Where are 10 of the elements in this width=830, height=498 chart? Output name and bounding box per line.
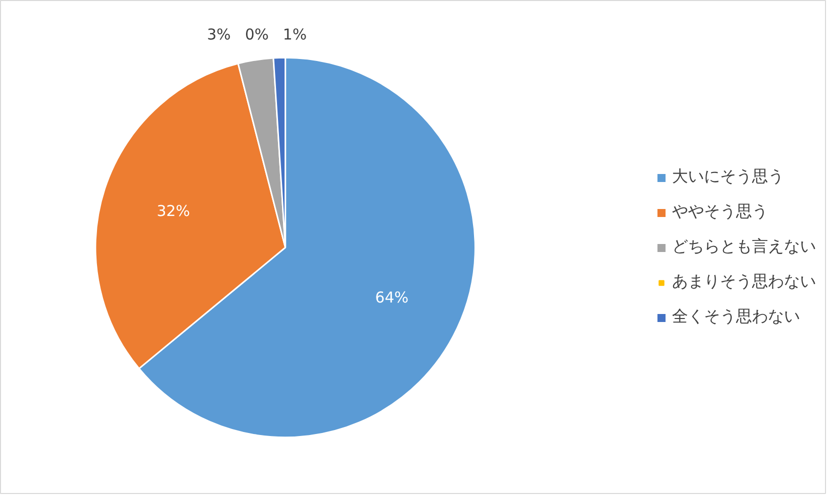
text: 0%: [244, 26, 269, 44]
data-label: 3%: [206, 26, 231, 44]
data-label: 64%: [375, 288, 409, 307]
legend-label: どちらとも言えない: [672, 236, 816, 258]
legend-label: 全くそう思わない: [672, 306, 800, 328]
legend-label: ややそう思う: [672, 202, 768, 222]
data-label: 1%: [282, 26, 307, 44]
legend-label: 大いにそう思う: [672, 166, 784, 188]
data-label: 32%: [156, 202, 190, 220]
legend-label: あまりそう思わない: [672, 272, 816, 292]
